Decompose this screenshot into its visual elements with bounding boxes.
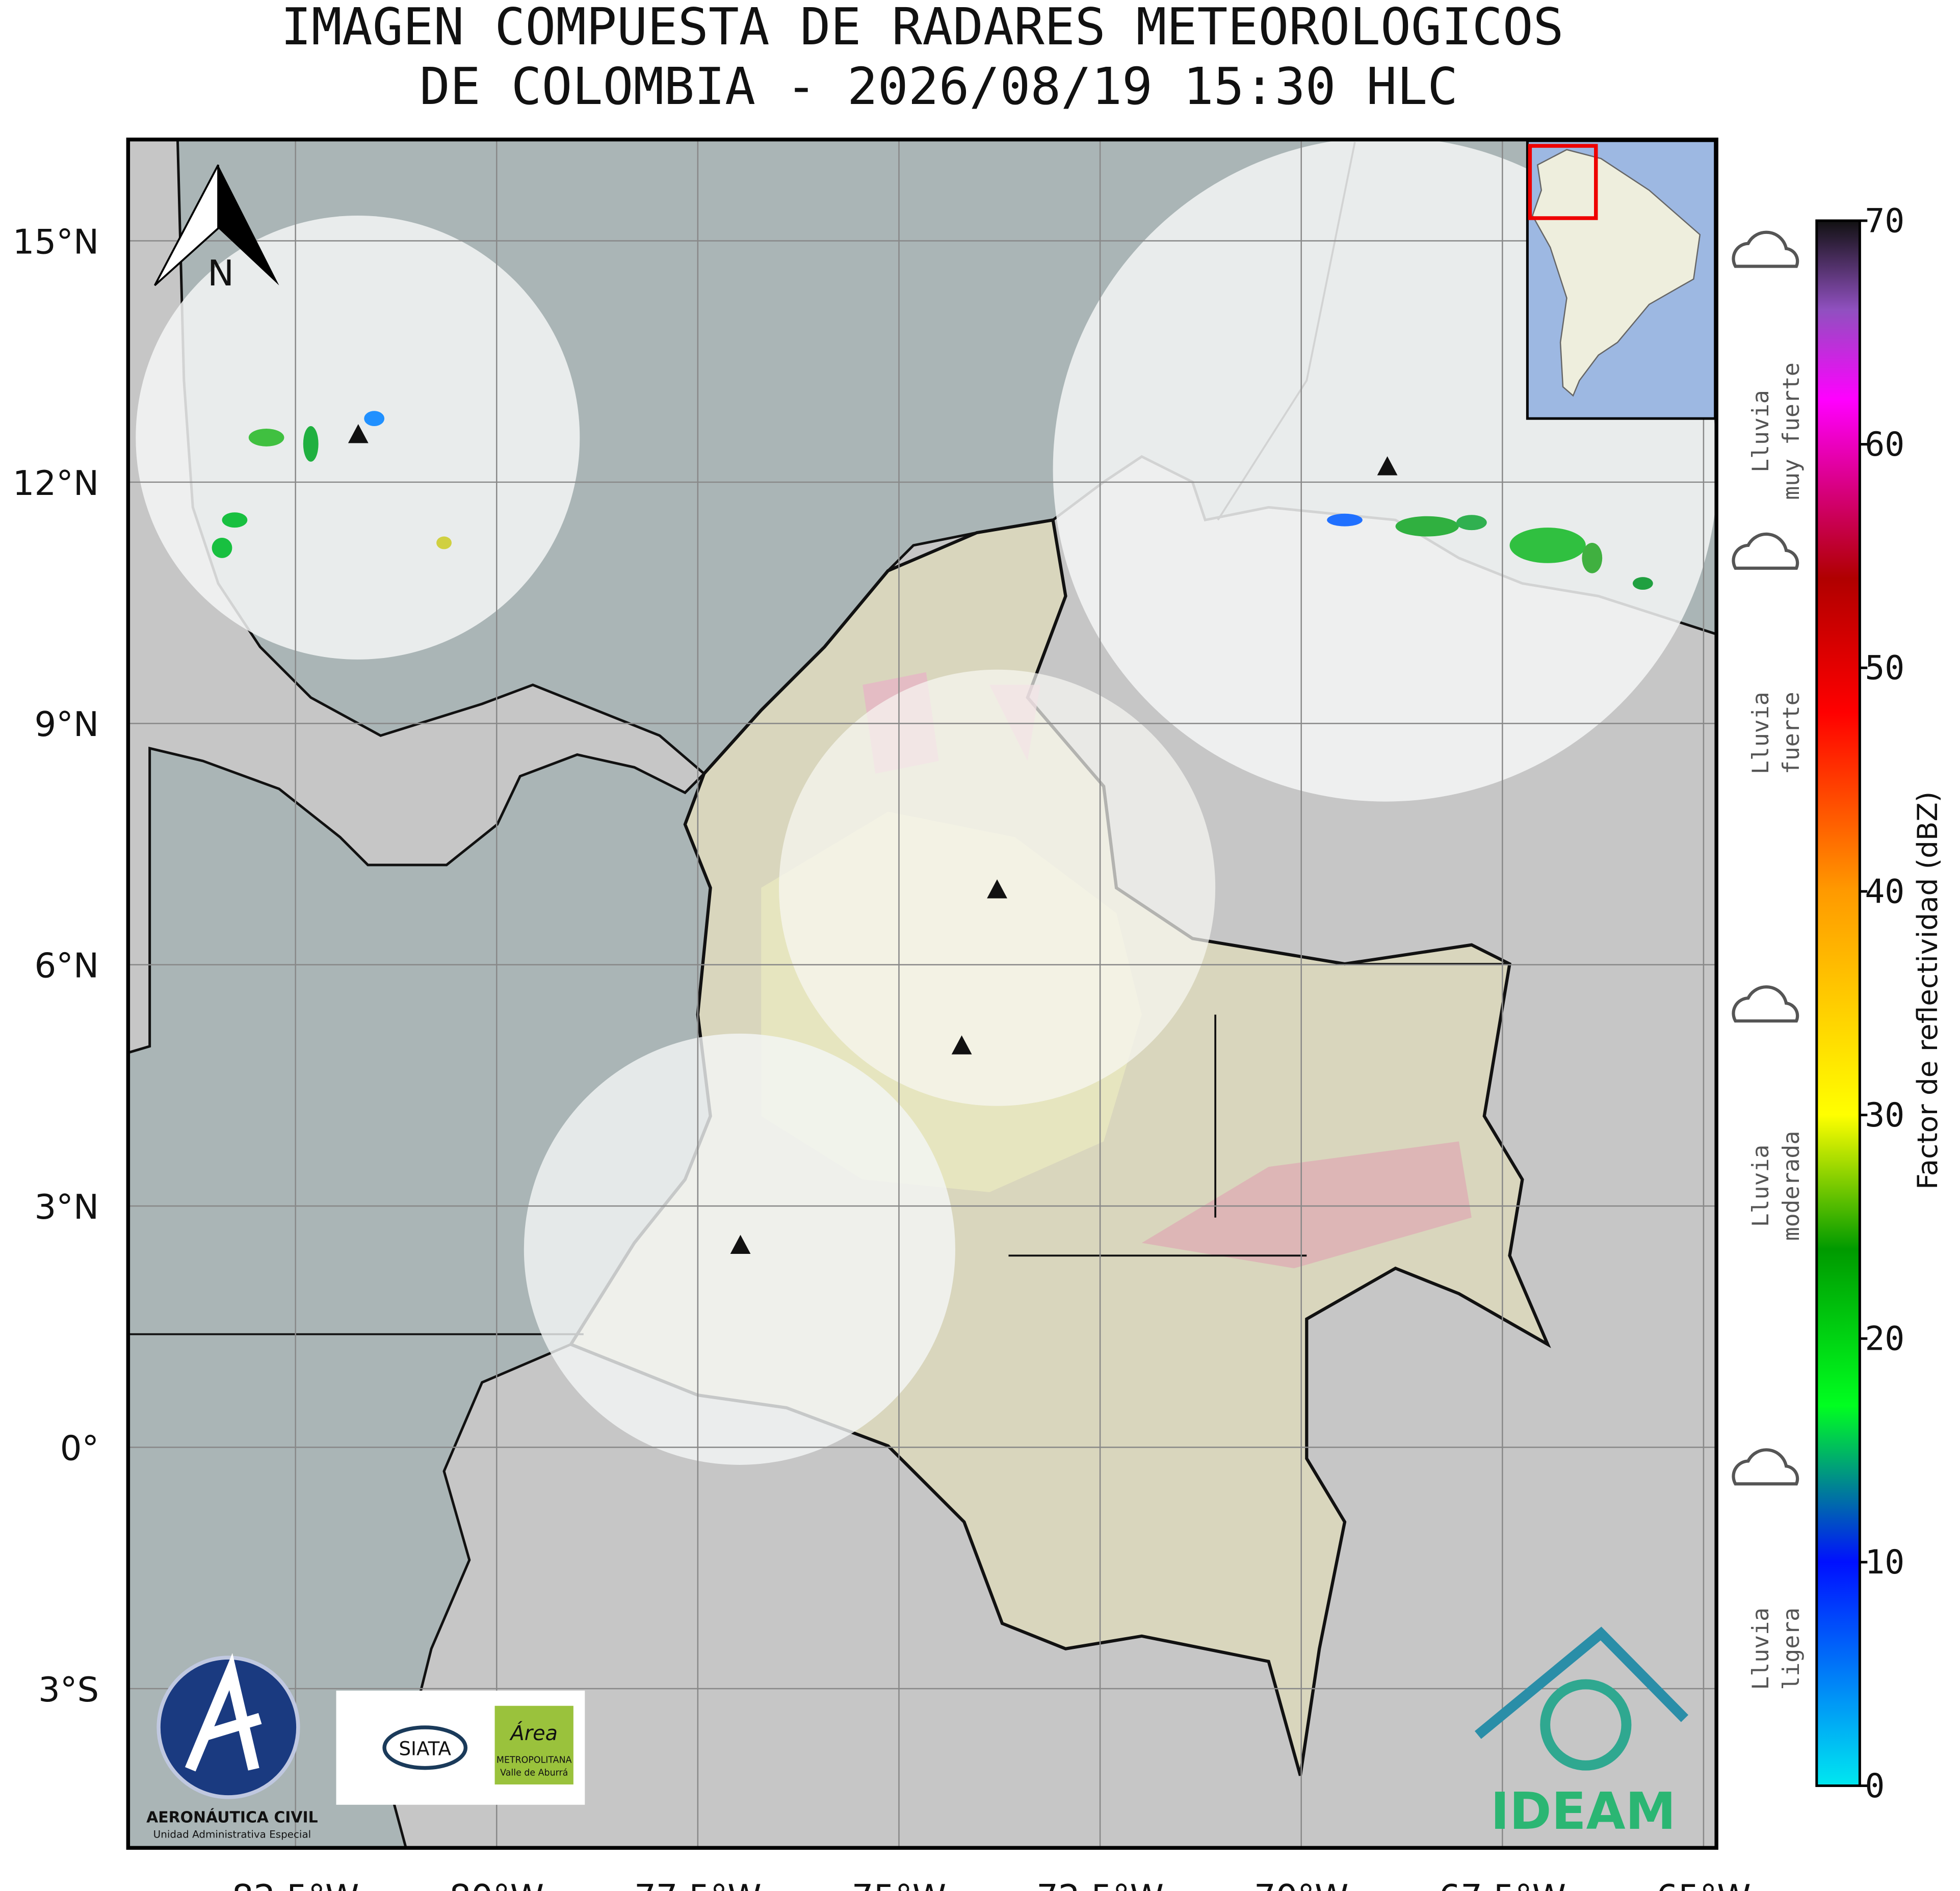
- radar-site: [348, 424, 369, 443]
- rain-level-label: Lluvia: [1747, 692, 1774, 774]
- radar-site: [730, 1235, 751, 1254]
- colorbar-tick-label: 30: [1865, 1096, 1904, 1135]
- colorbar: [1815, 219, 1861, 1787]
- title-line: DE COLOMBIA - 2026/08/19 15:30 HLC: [420, 58, 1458, 116]
- rain-level-label: muy fuerte: [1778, 362, 1805, 500]
- partner-logos: SIATA Área METROPOLITANA Valle de Aburrá: [336, 1690, 585, 1805]
- x-tick-label: 70°W: [1254, 1877, 1348, 1891]
- north-label: N: [207, 253, 234, 294]
- rain-level-label: Lluvia: [1747, 390, 1774, 472]
- radar-site: [987, 879, 1007, 899]
- rain-icon: [1732, 1448, 1799, 1486]
- inset-map: [1526, 139, 1717, 420]
- logo-text: SIATA: [399, 1738, 451, 1760]
- colorbar-tick-label: 0: [1865, 1767, 1885, 1805]
- inset-extent: [1528, 144, 1598, 220]
- title-line: IMAGEN COMPUESTA DE RADARES METEOROLOGIC…: [281, 0, 1564, 57]
- colorbar-tick-label: 20: [1865, 1320, 1904, 1358]
- colorbar-label: Factor de reflectividad (dBZ): [1911, 792, 1944, 1190]
- y-tick-label: 9°N: [35, 704, 99, 744]
- logo-text: METROPOLITANA: [496, 1755, 572, 1766]
- y-tick-label: 3°N: [35, 1187, 99, 1227]
- x-tick-label: 72.5°W: [1036, 1877, 1164, 1891]
- x-tick-label: 75°W: [852, 1877, 946, 1891]
- y-tick-label: 6°N: [35, 946, 99, 986]
- logo-text: Unidad Administrativa Especial: [153, 1828, 311, 1840]
- y-tick-label: 15°N: [13, 222, 99, 261]
- rain-level-label: fuerte: [1778, 692, 1805, 774]
- y-tick-label: 12°N: [13, 463, 99, 503]
- logo-text: Área: [509, 1721, 557, 1745]
- y-tick-label: 0°: [60, 1428, 99, 1468]
- map-frame: [126, 137, 1718, 1850]
- colorbar-tick-label: 50: [1865, 649, 1904, 688]
- rain-icon: [1732, 532, 1799, 570]
- map-area: [128, 139, 1717, 1848]
- x-tick-label: 65°W: [1656, 1877, 1750, 1891]
- logo-text: AERONÁUTICA CIVIL: [146, 1808, 318, 1827]
- x-tick-label: 80°W: [450, 1877, 544, 1891]
- x-tick-label: 82.5°W: [232, 1877, 359, 1891]
- ideam-logo: IDEAM: [1474, 1626, 1689, 1841]
- rain-icon: [1732, 230, 1799, 268]
- x-tick-label: 77.5°W: [634, 1877, 762, 1891]
- echoes: [212, 411, 1653, 590]
- rain-level-label: ligera: [1778, 1608, 1805, 1690]
- terrain: [1141, 1141, 1472, 1269]
- y-tick-label: 3°S: [38, 1670, 99, 1710]
- x-tick-label: 67.5°W: [1439, 1877, 1566, 1891]
- colorbar-tick-label: 40: [1865, 873, 1904, 911]
- rain-level-label: Lluvia: [1747, 1145, 1774, 1227]
- inset-land: [1531, 149, 1701, 397]
- colorbar-tick-label: 60: [1865, 426, 1904, 464]
- radar-site: [1377, 456, 1398, 476]
- rain-icon: [1732, 985, 1799, 1023]
- rain-level-label: Lluvia: [1747, 1608, 1774, 1690]
- colorbar-tick-label: 10: [1865, 1543, 1904, 1582]
- aerocivil-logo: AERONÁUTICA CIVIL Unidad Administrativa …: [146, 1653, 318, 1840]
- logo-text: IDEAM: [1491, 1782, 1676, 1841]
- radar-site: [951, 1035, 972, 1055]
- colorbar-tick-label: 70: [1865, 202, 1904, 240]
- logo-text: Valle de Aburrá: [500, 1768, 568, 1778]
- rain-level-label: moderada: [1778, 1131, 1805, 1241]
